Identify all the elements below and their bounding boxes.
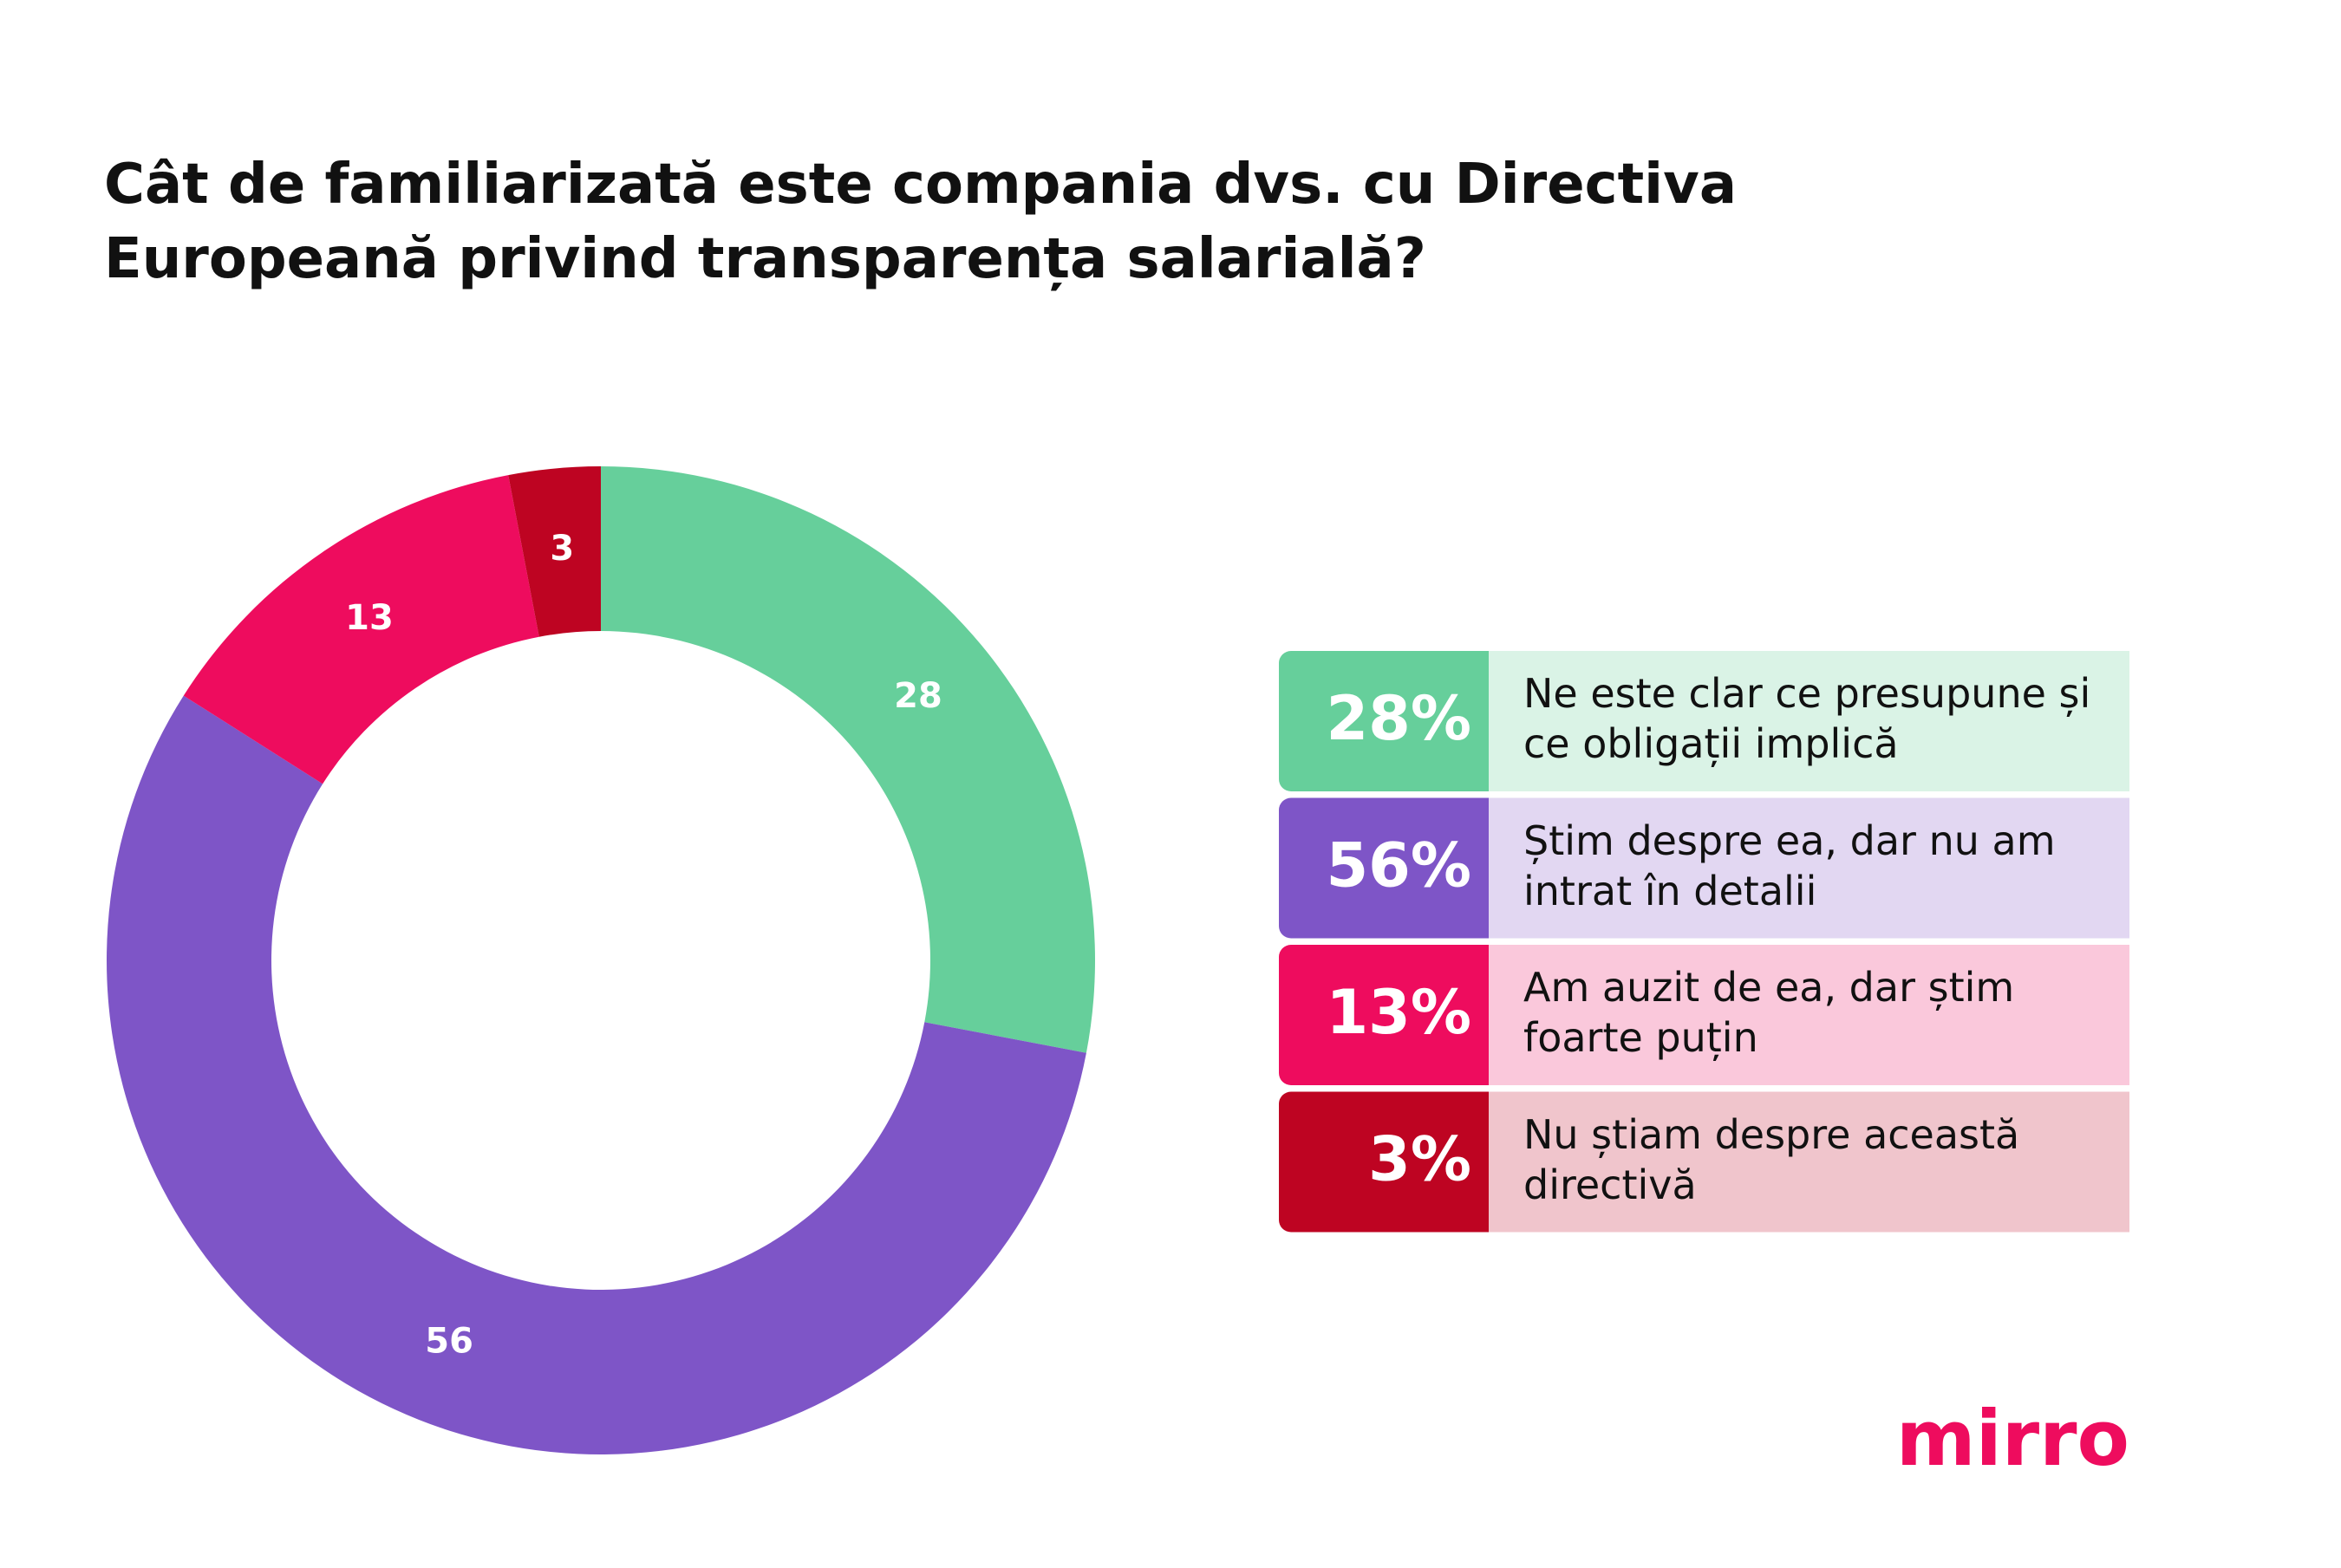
chart-title: Cât de familiarizată este compania dvs. … [104, 153, 1737, 291]
legend-swatch [1279, 651, 1489, 791]
legend-label: Nu știam despre această directivă [1523, 1110, 2020, 1208]
title-box: Cât de familiarizată este compania dvs. … [104, 153, 1737, 291]
legend-swatch [1279, 797, 1489, 939]
legend-label: Știm despre ea, dar nu am intrat în deta… [1523, 817, 2056, 914]
legend-percent: 28% [1326, 683, 1471, 754]
donut-segment [508, 466, 601, 637]
legend-swatch-edge [1471, 945, 1489, 1085]
legend-label-box: Nu știam despre această directivă [1523, 1110, 2020, 1208]
legend-swatch [1279, 1091, 1489, 1233]
legend-percent: 3% [1368, 1124, 1471, 1195]
legend-label-box: Știm despre ea, dar nu am intrat în deta… [1523, 817, 2056, 914]
segment-label: 28 [894, 676, 942, 716]
legend-swatch-edge [1471, 1091, 1489, 1233]
donut-segment [601, 466, 1095, 1053]
legend-label: Ne este clar ce presupune și ce obligați… [1523, 670, 2091, 767]
donut-segment [107, 695, 1086, 1455]
legend-swatch-edge [1471, 797, 1489, 939]
legend-swatch [1279, 945, 1489, 1085]
logo: mirro [1896, 1394, 2129, 1483]
legend-percent: 13% [1326, 977, 1471, 1048]
legend-swatch-edge [1471, 651, 1489, 791]
segment-label: 56 [425, 1322, 473, 1362]
legend-label: Am auzit de ea, dar știm foarte puțin [1523, 964, 2015, 1061]
donut-segment [183, 475, 539, 784]
legend-percent: 56% [1326, 830, 1471, 901]
segment-label: 13 [345, 598, 394, 638]
legend-label-box: Am auzit de ea, dar știm foarte puțin [1523, 964, 2015, 1061]
segment-label: 3 [550, 529, 574, 569]
legend-label-box: Ne este clar ce presupune și ce obligați… [1523, 670, 2091, 767]
